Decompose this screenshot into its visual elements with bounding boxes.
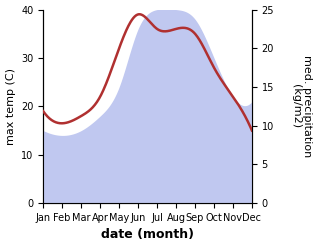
X-axis label: date (month): date (month) [101, 228, 194, 242]
Y-axis label: max temp (C): max temp (C) [5, 68, 16, 145]
Y-axis label: med. precipitation
(kg/m2): med. precipitation (kg/m2) [291, 55, 313, 158]
